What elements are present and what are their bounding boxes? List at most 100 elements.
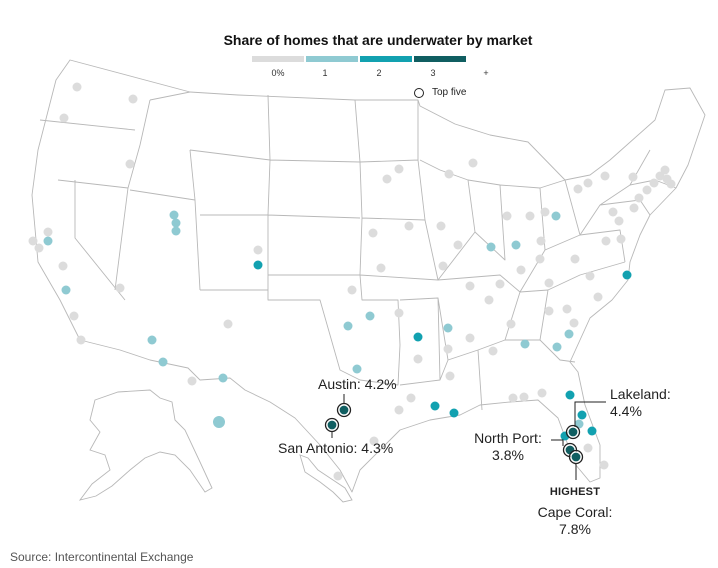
market-dot (570, 254, 580, 264)
boundary-lines (39, 91, 677, 411)
top-five-marker-lakeland-ring (565, 424, 581, 440)
market-dots (28, 82, 676, 481)
market-dot (622, 270, 632, 280)
callout-north-port-name: North Port: (474, 430, 542, 446)
market-dot (444, 169, 454, 179)
market-dot (666, 179, 676, 189)
market-dot (599, 460, 609, 470)
top-five-marker-lakeland (567, 426, 579, 438)
market-dot (352, 364, 362, 374)
market-dot (614, 216, 624, 226)
top-five-marker-austin (338, 404, 350, 416)
legend-label-3: 3 (430, 68, 436, 78)
legend-label-1: 1 (322, 68, 328, 78)
market-dot (394, 308, 404, 318)
market-dot (655, 171, 665, 181)
callout-austin: Austin: 4.2% (318, 376, 397, 393)
top-five-marker-san-antonio (326, 419, 338, 431)
top-five-label: Top five (432, 87, 467, 98)
market-dot (438, 261, 448, 271)
market-dot (43, 227, 53, 237)
market-dot (506, 319, 516, 329)
market-dot (544, 306, 554, 316)
market-dot (508, 393, 518, 403)
market-dot (365, 311, 375, 321)
market-dot (569, 318, 579, 328)
callout-cape-coral-name: Cape Coral: (537, 504, 613, 520)
market-dot (58, 261, 68, 271)
market-dot (76, 335, 86, 345)
market-dot (562, 304, 572, 314)
market-dot (573, 184, 583, 194)
legend-label-0: 0% (271, 68, 285, 78)
market-dot (213, 416, 225, 428)
top-five-marker-cape-coral (570, 451, 582, 463)
market-dot (147, 335, 157, 345)
market-dot (443, 344, 453, 354)
market-dot (552, 342, 562, 352)
market-dot (368, 228, 378, 238)
market-dot (376, 263, 386, 273)
market-dot (585, 271, 595, 281)
callout-north-port: North Port: 3.8% (468, 430, 548, 464)
leader-line-lakeland (574, 401, 606, 427)
market-dot (600, 171, 610, 181)
market-dot (525, 211, 535, 221)
market-dot (128, 94, 138, 104)
leader-line-north-port (551, 439, 564, 446)
market-dot (577, 410, 587, 420)
market-dot (544, 278, 554, 288)
market-dot (72, 82, 82, 92)
market-dot (511, 240, 521, 250)
market-dot (495, 279, 505, 289)
market-dot (158, 357, 168, 367)
callout-lakeland-value: 4.4% (610, 403, 642, 419)
market-dot (343, 321, 353, 331)
market-dot (453, 240, 463, 250)
callout-san-antonio: San Antonio: 4.3% (278, 440, 393, 457)
market-dot (519, 392, 529, 402)
market-dot (660, 165, 670, 175)
market-dot (406, 393, 416, 403)
market-dot (616, 234, 626, 244)
market-dot (465, 281, 475, 291)
legend-swatch-3 (414, 56, 466, 62)
callout-cape-coral-value: 7.8% (559, 521, 591, 537)
market-dot (34, 243, 44, 253)
legend-swatch-1 (306, 56, 358, 62)
legend: 0% 1 2 3 + (252, 56, 489, 78)
market-dot (628, 172, 638, 182)
callout-austin-text: Austin: 4.2% (318, 376, 397, 392)
market-dot (169, 210, 179, 220)
market-dot (520, 339, 530, 349)
ring-icon (414, 87, 424, 98)
market-dot (187, 376, 197, 386)
market-dot (43, 236, 53, 246)
market-dot (171, 218, 181, 228)
market-dot (59, 113, 69, 123)
market-dot (436, 221, 446, 231)
market-dot (223, 319, 233, 329)
callout-north-port-value: 3.8% (492, 447, 524, 463)
legend-swatch-2 (360, 56, 412, 62)
market-dot (413, 354, 423, 364)
state-boundaries (31, 59, 706, 493)
market-dot (642, 185, 652, 195)
market-dot (536, 236, 546, 246)
market-dot (449, 408, 459, 418)
callout-lakeland-name: Lakeland: (610, 386, 671, 402)
market-dot (502, 211, 512, 221)
market-dot (583, 178, 593, 188)
legend-label-2: 2 (376, 68, 382, 78)
market-dot (468, 158, 478, 168)
map-title: Share of homes that are underwater by ma… (223, 32, 533, 48)
market-dot (540, 207, 550, 217)
market-dot (382, 174, 392, 184)
market-dot (574, 419, 584, 429)
market-dot (535, 254, 545, 264)
market-dot (413, 332, 423, 342)
market-dot (394, 405, 404, 415)
market-dot (347, 285, 357, 295)
market-dot (69, 311, 79, 321)
callout-lakeland: Lakeland: 4.4% (610, 386, 671, 420)
